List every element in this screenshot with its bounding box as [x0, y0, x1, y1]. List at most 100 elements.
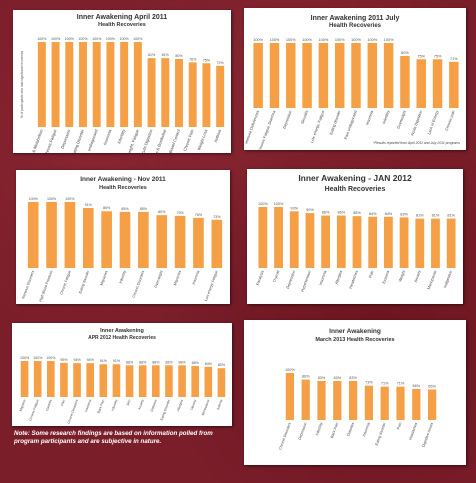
- value-label: 100%: [133, 37, 143, 41]
- category-label: Chronic Fatigue: [59, 270, 71, 295]
- category-label: Headaches: [408, 422, 418, 441]
- category-label: Low energy, Fatigue: [310, 110, 325, 143]
- value-label: 72%: [217, 61, 225, 65]
- bar: [106, 42, 115, 127]
- value-label: 100%: [47, 197, 57, 201]
- bar: [380, 386, 389, 420]
- value-label: 79%: [176, 211, 184, 215]
- bar: [174, 215, 186, 268]
- value-label: 85%: [353, 211, 361, 215]
- bar: [415, 218, 425, 268]
- value-label: 85%: [121, 207, 129, 211]
- chart-panel-nov-2011: Inner Awakening - Nov 2011 Health Recover…: [16, 170, 230, 304]
- category-label: Asthma: [216, 399, 224, 411]
- chart-nov-2011: Inner Awakening - Nov 2011 Health Recover…: [21, 176, 223, 302]
- chart-subtitle: Health Recoveries: [325, 186, 386, 193]
- category-label: Eating disorder: [78, 269, 90, 294]
- category-label: Chronic Disorders: [67, 399, 80, 425]
- value-label: 100%: [33, 356, 43, 360]
- value-label: 83%: [349, 376, 357, 380]
- bar: [432, 59, 443, 108]
- bar: [120, 42, 129, 127]
- bar: [285, 373, 295, 420]
- bar: [400, 56, 410, 108]
- category-label: Overweight: [397, 109, 408, 129]
- value-label: 100%: [253, 38, 263, 42]
- bar: [321, 215, 331, 268]
- category-label: Pain: [368, 270, 374, 279]
- category-label: Infertility: [119, 270, 127, 284]
- bar: [156, 215, 168, 268]
- bar: [334, 43, 345, 108]
- bar: [27, 202, 39, 268]
- value-label: 81%: [416, 214, 424, 218]
- chart-title: Inner Awakening - JAN 2012: [298, 173, 412, 183]
- category-label: Pain: [396, 422, 402, 430]
- chart-panel-april-2011: Inner Awakening April 2011 Health Recover…: [13, 10, 231, 153]
- bar: [289, 211, 299, 268]
- bar: [47, 361, 55, 397]
- value-label: 100%: [270, 38, 280, 42]
- bar: [211, 219, 223, 268]
- bar: [305, 213, 315, 268]
- category-label: Insomnia: [365, 109, 374, 126]
- bar: [152, 365, 160, 397]
- value-label: 71%: [450, 57, 458, 61]
- category-label: Paralysis: [256, 270, 265, 286]
- bar: [46, 202, 57, 268]
- bar: [138, 211, 149, 268]
- category-label: Infertility: [111, 399, 119, 412]
- value-label: 100%: [78, 37, 88, 41]
- chart-jan-2012: Inner Awakening - JAN 2012 Health Recover…: [256, 173, 456, 292]
- category-label: Chronic Fatigue: [28, 399, 40, 422]
- category-label: Migraines: [99, 270, 108, 286]
- chart-subtitle: APR 2012 Health Recoveries: [88, 335, 156, 341]
- category-label: Hypertension: [300, 270, 311, 292]
- category-label: Anxiety: [414, 270, 422, 283]
- value-label: 100%: [258, 202, 268, 206]
- bar: [399, 217, 409, 268]
- category-label: Insomnia: [362, 422, 371, 437]
- category-label: Eczema: [382, 269, 391, 284]
- value-label: 86%: [192, 361, 200, 365]
- value-label: 88%: [165, 360, 173, 364]
- bar: [396, 386, 405, 420]
- bar: [216, 65, 225, 127]
- bar: [269, 43, 280, 108]
- category-label: Overweight: [154, 270, 164, 288]
- category-label: Digestive issues: [421, 422, 434, 448]
- category-label: Menopause: [427, 270, 438, 290]
- category-label: Migraines: [173, 270, 182, 286]
- bar: [86, 363, 94, 397]
- value-label: 100%: [367, 38, 377, 42]
- category-label: Depression: [60, 129, 72, 150]
- bar: [51, 42, 60, 127]
- category-label: Infertility: [382, 110, 391, 125]
- category-label: Pain, undiagnosed: [83, 129, 99, 153]
- category-label: Headaches: [349, 270, 359, 290]
- bar: [112, 364, 121, 397]
- value-label: 73%: [365, 381, 373, 385]
- category-label: Anxiety: [137, 399, 144, 411]
- value-label: 86%: [338, 211, 346, 215]
- value-label: 83%: [318, 376, 326, 380]
- category-label: Allergies: [176, 399, 184, 412]
- category-label: Infertility: [116, 129, 126, 145]
- value-label: 75%: [203, 58, 211, 62]
- bar: [317, 380, 326, 420]
- category-label: Diabetes: [150, 399, 158, 413]
- bar: [336, 215, 346, 268]
- value-label: 100%: [106, 37, 116, 41]
- bar: [79, 42, 87, 127]
- value-label: 100%: [29, 197, 39, 201]
- value-label: 83%: [400, 212, 408, 216]
- bar: [133, 42, 142, 127]
- chart-subtitle: Health Recoveries: [329, 23, 382, 29]
- value-label: 91%: [100, 359, 108, 363]
- category-label: Depression: [282, 110, 292, 129]
- value-label: 90%: [306, 208, 314, 212]
- category-label: Thyroid: [272, 270, 280, 283]
- bar: [99, 364, 108, 397]
- bar: [364, 385, 374, 420]
